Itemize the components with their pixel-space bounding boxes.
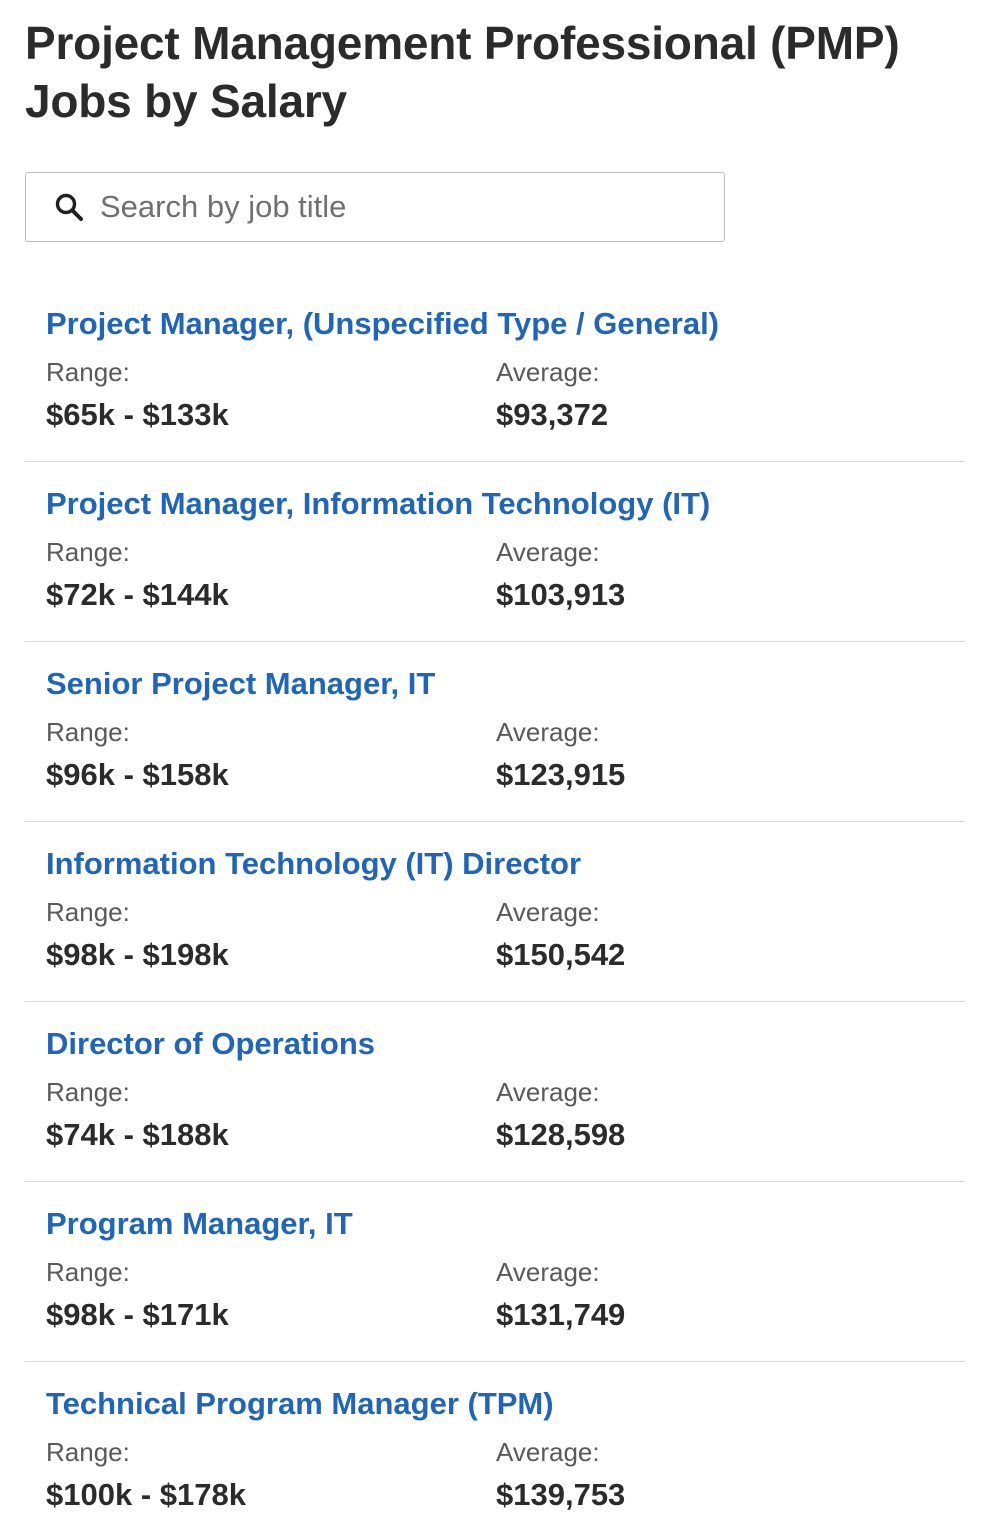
list-item: Director of Operations Range: $74k - $18… (25, 1002, 965, 1182)
range-label: Range: (46, 897, 130, 927)
page-title: Project Management Professional (PMP) Jo… (25, 17, 900, 127)
range-value: $98k - $198k (46, 937, 229, 972)
average-label: Average: (496, 717, 600, 747)
average-label: Average: (496, 357, 600, 387)
search-input[interactable] (100, 173, 724, 241)
average-label: Average: (496, 897, 600, 927)
list-item: Information Technology (IT) Director Ran… (25, 822, 965, 1002)
range-value: $98k - $171k (46, 1297, 229, 1332)
list-item: Project Manager, (Unspecified Type / Gen… (25, 282, 965, 462)
search-box[interactable] (25, 172, 725, 242)
average-label: Average: (496, 1077, 600, 1107)
job-title-link[interactable]: Information Technology (IT) Director (46, 846, 582, 881)
range-label: Range: (46, 717, 130, 747)
average-value: $131,749 (496, 1297, 626, 1332)
search-icon[interactable] (52, 190, 86, 224)
list-item: Program Manager, IT Range: $98k - $171k … (25, 1182, 965, 1362)
range-label: Range: (46, 1077, 130, 1107)
range-value: $74k - $188k (46, 1117, 229, 1152)
average-label: Average: (496, 1257, 600, 1287)
range-value: $100k - $178k (46, 1477, 246, 1512)
range-value: $72k - $144k (46, 577, 229, 612)
list-item: Technical Program Manager (TPM) Range: $… (25, 1362, 965, 1520)
average-value: $150,542 (496, 937, 626, 972)
average-label: Average: (496, 537, 600, 567)
range-label: Range: (46, 357, 130, 387)
range-label: Range: (46, 1257, 130, 1287)
job-title-link[interactable]: Senior Project Manager, IT (46, 666, 436, 701)
job-title-link[interactable]: Project Manager, Information Technology … (46, 486, 711, 521)
job-title-link[interactable]: Program Manager, IT (46, 1206, 353, 1241)
average-value: $128,598 (496, 1117, 626, 1152)
job-title-link[interactable]: Project Manager, (Unspecified Type / Gen… (46, 306, 720, 341)
job-title-link[interactable]: Director of Operations (46, 1026, 375, 1061)
average-label: Average: (496, 1437, 600, 1467)
average-value: $93,372 (496, 397, 609, 432)
range-label: Range: (46, 537, 130, 567)
job-list: Project Manager, (Unspecified Type / Gen… (25, 282, 965, 1520)
range-label: Range: (46, 1437, 130, 1467)
average-value: $139,753 (496, 1477, 626, 1512)
job-title-link[interactable]: Technical Program Manager (TPM) (46, 1386, 554, 1421)
average-value: $123,915 (496, 757, 626, 792)
range-value: $96k - $158k (46, 757, 229, 792)
list-item: Project Manager, Information Technology … (25, 462, 965, 642)
average-value: $103,913 (496, 577, 626, 612)
list-item: Senior Project Manager, IT Range: $96k -… (25, 642, 965, 822)
range-value: $65k - $133k (46, 397, 229, 432)
